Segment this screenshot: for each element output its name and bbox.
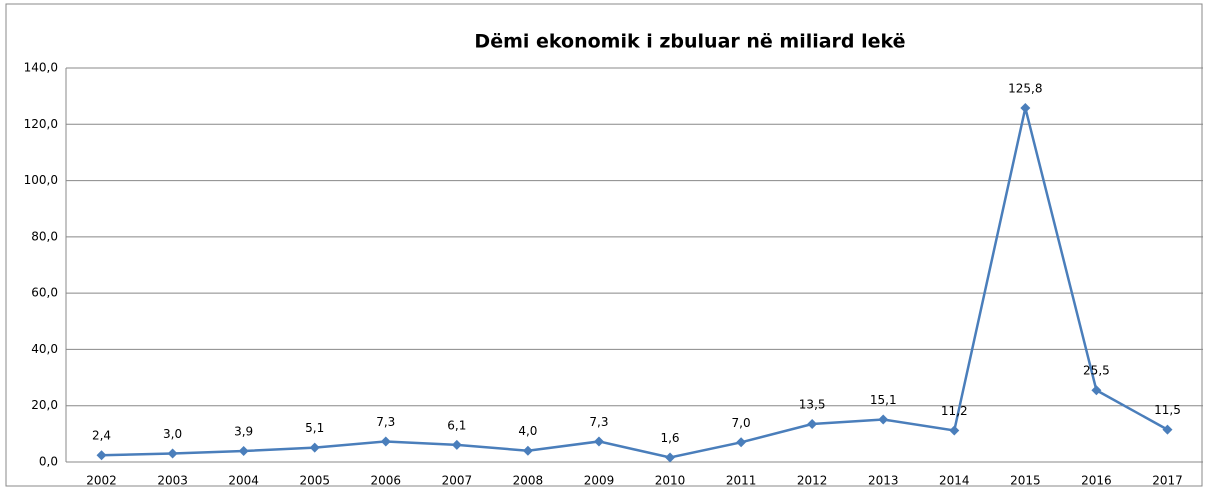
point-marker [665, 452, 676, 463]
data-label: 125,8 [1008, 81, 1042, 95]
point-marker [949, 425, 960, 436]
x-tick-label: 2015 [1010, 474, 1041, 488]
data-label: 15,1 [870, 393, 897, 407]
point-marker [736, 437, 747, 448]
point-marker [807, 419, 818, 430]
point-marker [309, 442, 320, 453]
data-label: 25,5 [1083, 364, 1110, 378]
y-tick-label: 140,0 [24, 61, 58, 75]
y-tick-label: 60,0 [31, 286, 58, 300]
data-label: 7,3 [376, 415, 395, 429]
y-tick-label: 20,0 [31, 398, 58, 412]
data-label: 11,5 [1154, 403, 1181, 417]
x-tick-label: 2013 [868, 474, 899, 488]
point-marker [1091, 385, 1102, 396]
data-label: 6,1 [447, 418, 466, 432]
x-tick-label: 2017 [1152, 474, 1183, 488]
point-marker [1020, 102, 1031, 113]
point-marker [1162, 424, 1173, 435]
x-tick-label: 2004 [228, 474, 259, 488]
point-marker [380, 436, 391, 447]
x-tick-label: 2014 [939, 474, 970, 488]
data-label: 3,9 [234, 425, 253, 439]
data-label: 3,0 [163, 427, 182, 441]
y-tick-label: 40,0 [31, 342, 58, 356]
point-marker [96, 450, 107, 461]
point-marker [167, 448, 178, 459]
point-marker [878, 414, 889, 425]
data-label: 5,1 [305, 421, 324, 435]
data-label: 7,0 [732, 416, 751, 430]
chart-frame [5, 3, 1203, 487]
x-tick-label: 2003 [157, 474, 188, 488]
data-label: 1,6 [660, 431, 679, 445]
data-label: 4,0 [518, 424, 537, 438]
point-marker [451, 439, 462, 450]
point-marker [238, 446, 249, 457]
x-tick-label: 2011 [726, 474, 757, 488]
y-tick-label: 0,0 [39, 455, 58, 469]
data-label: 7,3 [589, 415, 608, 429]
chart-title: Dëmi ekonomik i zbuluar në miliard lekë [474, 31, 905, 53]
y-tick-label: 100,0 [24, 173, 58, 187]
x-tick-label: 2010 [655, 474, 686, 488]
data-label: 11,2 [941, 404, 968, 418]
x-tick-label: 2006 [371, 474, 402, 488]
x-tick-label: 2016 [1081, 474, 1112, 488]
point-marker [593, 436, 604, 447]
series-line [101, 107, 1169, 459]
x-tick-label: 2002 [86, 474, 117, 488]
data-label: 2,4 [92, 429, 111, 443]
y-tick-label: 80,0 [31, 229, 58, 243]
y-tick-label: 120,0 [24, 117, 58, 131]
x-tick-label: 2012 [797, 474, 828, 488]
point-marker [522, 445, 533, 456]
x-tick-label: 2005 [299, 474, 330, 488]
data-label: 13,5 [799, 398, 826, 412]
x-tick-label: 2008 [513, 474, 544, 488]
x-tick-label: 2009 [584, 474, 615, 488]
x-tick-label: 2007 [442, 474, 473, 488]
